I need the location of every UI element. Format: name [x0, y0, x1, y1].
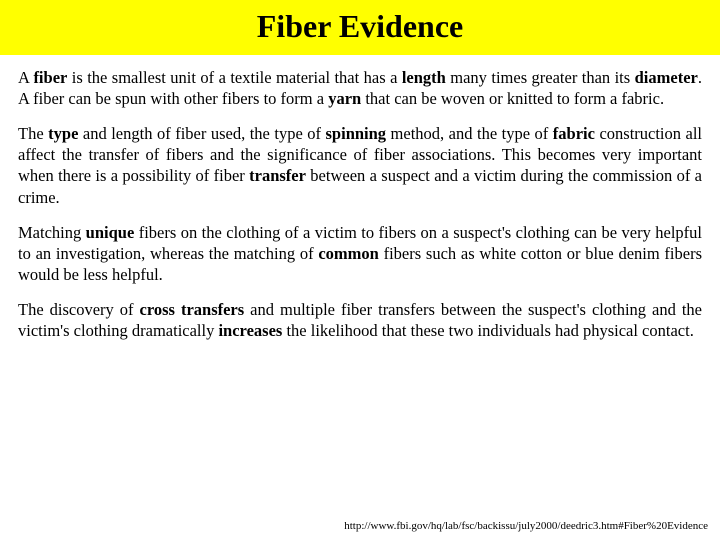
text: A: [18, 68, 33, 87]
text: is the smallest unit of a textile materi…: [67, 68, 401, 87]
page-title: Fiber Evidence: [0, 8, 720, 45]
text: The discovery of: [18, 300, 140, 319]
text: the likelihood that these two individual…: [282, 321, 694, 340]
text: Matching: [18, 223, 86, 242]
bold-fiber: fiber: [33, 68, 67, 87]
footer-source-url: http://www.fbi.gov/hq/lab/fsc/backissu/j…: [344, 520, 708, 532]
bold-common: common: [318, 244, 379, 263]
bold-type: type: [48, 124, 78, 143]
text: many times greater than its: [446, 68, 635, 87]
bold-transfer: transfer: [249, 166, 306, 185]
text: method, and the type of: [386, 124, 553, 143]
bold-spinning: spinning: [326, 124, 387, 143]
text: The: [18, 124, 48, 143]
title-bar: Fiber Evidence: [0, 0, 720, 55]
paragraph-3: Matching unique fibers on the clothing o…: [18, 222, 702, 285]
paragraph-1: A fiber is the smallest unit of a textil…: [18, 67, 702, 109]
bold-yarn: yarn: [328, 89, 361, 108]
bold-cross-transfers: cross transfers: [140, 300, 245, 319]
text: that can be woven or knitted to form a f…: [361, 89, 664, 108]
text: and length of fiber used, the type of: [78, 124, 325, 143]
bold-fabric: fabric: [553, 124, 595, 143]
paragraph-2: The type and length of fiber used, the t…: [18, 123, 702, 207]
paragraph-4: The discovery of cross transfers and mul…: [18, 299, 702, 341]
bold-length: length: [402, 68, 446, 87]
bold-diameter: diameter: [635, 68, 698, 87]
content-area: A fiber is the smallest unit of a textil…: [0, 55, 720, 341]
bold-increases: increases: [218, 321, 282, 340]
bold-unique: unique: [86, 223, 135, 242]
